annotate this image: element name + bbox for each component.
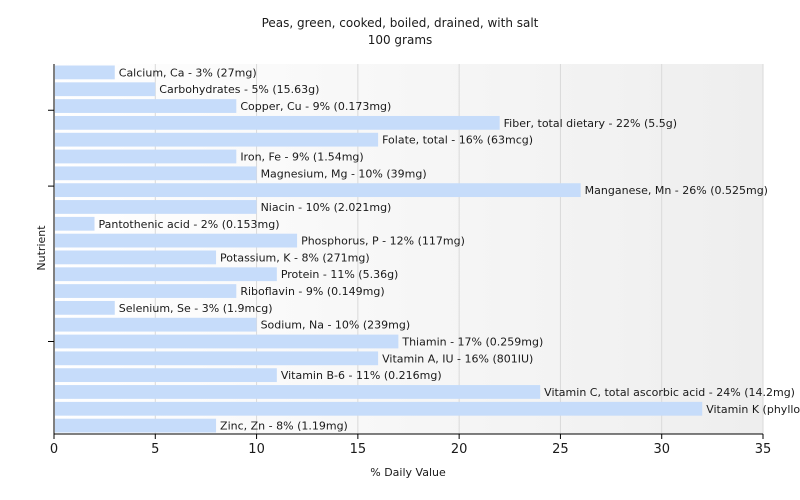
bar-label: Carbohydrates - 5% (15.63g) [159,83,319,96]
bar-label: Riboflavin - 9% (0.149mg) [240,285,384,298]
bar [55,300,115,315]
bar-label: Selenium, Se - 3% (1.9mcg) [119,302,273,315]
x-tick-label: 20 [451,442,468,457]
x-tick-label: 25 [552,442,569,457]
bar-label: Fiber, total dietary - 22% (5.5g) [504,117,677,130]
bar [55,166,257,181]
chart-subtitle: 100 grams [368,33,433,47]
bar-label: Niacin - 10% (2.021mg) [261,201,392,214]
bar [55,317,257,332]
bar [55,99,237,113]
bar [55,115,500,130]
axes [48,64,763,435]
bar-label: Copper, Cu - 9% (0.173mg) [240,100,391,113]
bar [55,267,277,282]
x-tick-label: 0 [50,442,58,457]
bar-label: Sodium, Na - 10% (239mg) [261,319,411,332]
x-tick-label: 5 [151,442,159,457]
bar [55,418,217,433]
bar [55,82,156,97]
x-tick-label: 15 [350,442,367,457]
bar [55,401,703,416]
bar [55,65,115,80]
bar [55,385,541,399]
bar-label: Iron, Fe - 9% (1.54mg) [240,151,363,164]
chart-title: Peas, green, cooked, boiled, drained, wi… [262,16,539,30]
bar [55,351,379,366]
bar-label: Folate, total - 16% (63mcg) [382,134,533,147]
bar-label: Manganese, Mn - 26% (0.525mg) [585,184,768,197]
bar [55,233,298,248]
bar [55,216,95,231]
bar-label: Vitamin C, total ascorbic acid - 24% (14… [544,386,795,399]
bar [55,250,217,265]
bar [55,334,399,349]
bar-label: Protein - 11% (5.36g) [281,268,399,281]
bar-label: Vitamin B-6 - 11% (0.216mg) [281,369,442,382]
bar-labels: Calcium, Ca - 3% (27mg) Carbohydrates - 5… [99,66,800,432]
bar-label: Vitamin K (phylloquinone) - 32% (25.9mcg… [706,403,800,416]
bar-label: Calcium, Ca - 3% (27mg) [119,66,257,79]
bar-label: Magnesium, Mg - 10% (39mg) [261,167,427,180]
x-axis-label: % Daily Value [370,466,446,479]
bar-label: Thiamin - 17% (0.259mg) [401,336,543,349]
bar [55,284,237,298]
y-axis-label: Nutrient [35,225,48,271]
bar [55,200,257,214]
bar [55,368,277,383]
bar-label: Phosphorus, P - 12% (117mg) [301,235,465,248]
bar-label: Vitamin A, IU - 16% (801IU) [382,352,533,365]
bar [55,183,581,198]
bar [55,132,379,147]
bar-label: Pantothenic acid - 2% (0.153mg) [99,218,280,231]
bar-label: Zinc, Zn - 8% (1.19mg) [220,420,348,433]
bars [55,65,703,433]
bar-label: Potassium, K - 8% (271mg) [220,251,370,264]
x-tick-label: 10 [248,442,265,457]
x-tick-label: 35 [755,442,772,457]
bar [55,149,237,164]
x-tick-label: 30 [653,442,670,457]
x-ticks: 0 5 10 15 20 25 30 35 [50,434,771,457]
